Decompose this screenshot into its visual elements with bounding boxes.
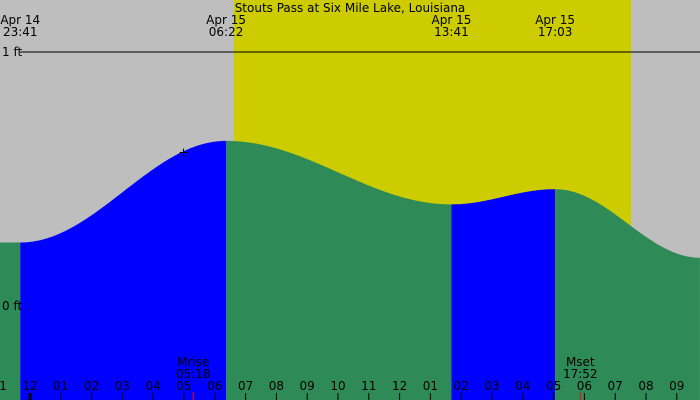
x-tick-label: 04 xyxy=(146,379,161,393)
x-tick-label: 10 xyxy=(330,379,345,393)
x-tick-label: 12 xyxy=(392,379,407,393)
x-tick-label: 09 xyxy=(669,379,684,393)
current-time-marker: + xyxy=(178,145,188,159)
moon-event-time: 05:18 xyxy=(176,367,211,381)
tide-extreme-time: 17:03 xyxy=(538,25,573,39)
tide-extreme-time: 23:41 xyxy=(3,25,38,39)
x-tick-label: 07 xyxy=(238,379,253,393)
x-tick-label: 11 xyxy=(361,379,376,393)
x-tick-label: 12 xyxy=(22,379,37,393)
falling-tide-area xyxy=(555,189,700,400)
tide-extreme-date: Apr 15 xyxy=(535,13,575,27)
moon-event-label: Mrise xyxy=(177,355,209,369)
chart-title: Stouts Pass at Six Mile Lake, Louisiana xyxy=(235,1,466,15)
x-tick-label: 06 xyxy=(207,379,222,393)
x-tick-label: 08 xyxy=(638,379,653,393)
x-tick-label: 05 xyxy=(176,379,191,393)
rising-tide-area xyxy=(451,189,556,400)
tide-extreme-date: Apr 14 xyxy=(0,13,40,27)
moon-event-time: 17:52 xyxy=(563,367,598,381)
x-tick-label: 04 xyxy=(515,379,530,393)
y-tick-label-1ft: 1 ft xyxy=(2,45,22,59)
y-tick-label-0ft: 0 ft xyxy=(2,299,22,313)
x-tick-label: 01 xyxy=(423,379,438,393)
moon-event-label: Mset xyxy=(566,355,595,369)
x-tick-label: 06 xyxy=(577,379,592,393)
tide-extreme-time: 13:41 xyxy=(434,25,469,39)
x-tick-label: 07 xyxy=(608,379,623,393)
x-tick-label: 03 xyxy=(484,379,499,393)
x-tick-label: 01 xyxy=(53,379,68,393)
x-tick-label: 11 xyxy=(0,379,7,393)
x-tick-label: 03 xyxy=(115,379,130,393)
tide-extreme-date: Apr 15 xyxy=(432,13,472,27)
x-tick-label: 05 xyxy=(546,379,561,393)
falling-tide-area xyxy=(226,140,452,400)
x-tick-label: 08 xyxy=(269,379,284,393)
falling-tide-area xyxy=(0,242,21,400)
x-tick-label: 02 xyxy=(84,379,99,393)
x-tick-label: 09 xyxy=(300,379,315,393)
tide-extreme-time: 06:22 xyxy=(209,25,244,39)
x-tick-label: 02 xyxy=(454,379,469,393)
rising-tide-area xyxy=(20,140,227,400)
tide-extreme-date: Apr 15 xyxy=(206,13,246,27)
